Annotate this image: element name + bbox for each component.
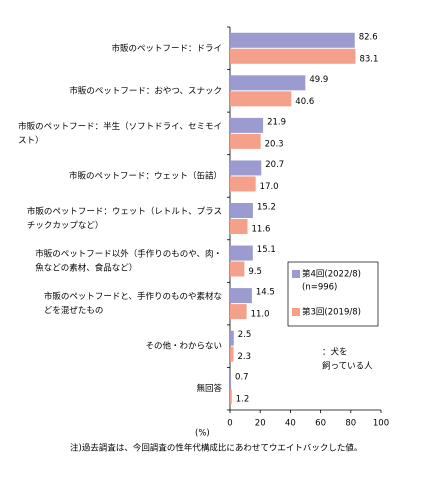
- annotation: 飼っている人: [322, 361, 373, 372]
- value-label: 82.6: [359, 32, 378, 42]
- value-label: 2.5: [238, 330, 252, 340]
- x-tick-label: 100: [373, 419, 389, 429]
- x-tick-label: 0: [227, 419, 232, 429]
- footnote: 注)過去調査は、今回調査の性年代構成比にあわせてウエイトバックした値。: [70, 443, 362, 454]
- value-label: 14.5: [256, 288, 275, 298]
- bar: [230, 219, 248, 234]
- category-label: どを混ぜたもの: [44, 305, 104, 316]
- legend-note: (n=996): [302, 283, 337, 293]
- value-label: 11.0: [251, 310, 270, 320]
- category-label: 市販のペットフード：半生（ソフトドライ、セミモイ: [18, 121, 222, 132]
- bar: [230, 117, 264, 133]
- bar: [230, 261, 245, 277]
- bar: [230, 48, 356, 64]
- x-tick-label: 20: [255, 419, 266, 429]
- value-label: 0.7: [235, 373, 249, 383]
- bar: [230, 160, 262, 176]
- category-label: 無回答: [196, 383, 222, 394]
- bar: [230, 75, 306, 91]
- bar: [230, 389, 232, 405]
- value-label: 15.2: [257, 203, 276, 213]
- category-label: 市販のペットフードと、手作りのものや素材な: [44, 291, 222, 302]
- value-label: 49.9: [309, 75, 328, 85]
- x-axis-label: (%): [195, 429, 210, 439]
- bar: [230, 133, 261, 149]
- legend-swatch: [292, 270, 300, 278]
- bar: [230, 346, 234, 362]
- value-label: 2.3: [237, 352, 251, 362]
- category-label: 市販のペットフード：ウェット（レトルト、プラス: [27, 206, 222, 217]
- bar: [230, 330, 234, 346]
- category-label: スト）: [18, 135, 44, 146]
- x-tick-label: 80: [345, 419, 356, 429]
- value-label: 9.5: [248, 267, 262, 277]
- value-label: 11.6: [252, 225, 271, 235]
- value-label: 20.7: [265, 160, 284, 170]
- value-label: 17.0: [260, 182, 279, 192]
- bar: [230, 245, 253, 261]
- value-label: 40.6: [295, 97, 314, 107]
- category-label: 市販のペットフード：ドライ: [111, 43, 222, 54]
- legend-box: [287, 261, 379, 327]
- category-label: 市販のペットフード以外（手作りのものや、肉・: [35, 249, 222, 260]
- category-label: その他・わからない: [145, 341, 222, 352]
- legend-label: 第4回(2022/8): [302, 269, 361, 280]
- bar: [230, 32, 355, 48]
- annotation: ：犬を: [322, 347, 348, 358]
- value-label: 21.9: [267, 117, 286, 127]
- bar: [230, 91, 292, 107]
- value-label: 15.1: [257, 245, 276, 255]
- category-label: 市販のペットフード：おやつ、スナック: [69, 85, 222, 96]
- bar: [230, 373, 232, 389]
- x-tick-label: 40: [285, 419, 296, 429]
- x-tick-label: 60: [315, 419, 326, 429]
- value-label: 1.2: [236, 395, 250, 405]
- category-label: 市販のペットフード：ウェット（缶詰）: [69, 170, 222, 181]
- legend-label: 第3回(2019/8): [302, 307, 361, 318]
- category-label: 魚などの素材、食品など）: [35, 263, 137, 274]
- value-label: 83.1: [359, 54, 378, 64]
- value-label: 20.3: [265, 139, 284, 149]
- category-label: チックカップなど）: [27, 220, 104, 231]
- bar: [230, 203, 253, 218]
- bar: [230, 176, 256, 192]
- bar: [230, 304, 247, 320]
- bar: [230, 288, 252, 304]
- legend-swatch: [292, 308, 300, 316]
